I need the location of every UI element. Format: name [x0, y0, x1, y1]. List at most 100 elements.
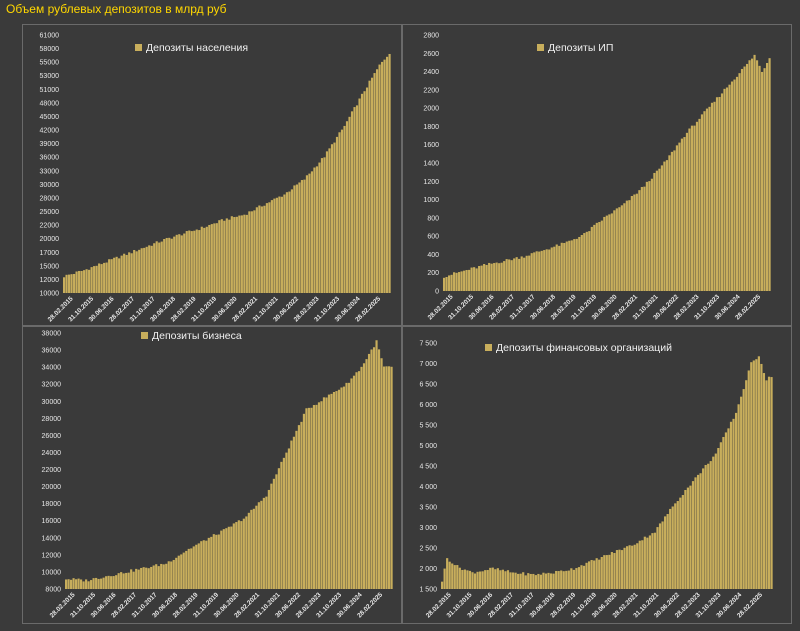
- bar: [633, 544, 636, 589]
- bar: [765, 62, 769, 292]
- bar: [65, 274, 68, 293]
- bar: [479, 571, 482, 589]
- bar: [511, 572, 515, 589]
- bar: [598, 559, 601, 589]
- bar: [88, 269, 91, 293]
- bar: [75, 579, 78, 589]
- y-tick-label: 28000: [42, 416, 62, 423]
- bar: [158, 242, 161, 293]
- bar: [578, 236, 581, 291]
- bar: [98, 263, 101, 293]
- bar: [648, 181, 651, 291]
- bar: [285, 192, 288, 293]
- bar: [298, 182, 301, 293]
- bar: [325, 151, 329, 293]
- chart-svg: 8000 10000 12000 14000 16000 18000 20000 22000 2…: [42, 330, 393, 619]
- bar: [265, 203, 268, 293]
- bar: [670, 151, 673, 291]
- bar: [213, 223, 216, 293]
- bar: [90, 580, 93, 589]
- bar: [387, 366, 391, 589]
- bar: [712, 456, 715, 589]
- bar: [365, 359, 368, 589]
- bar: [252, 508, 255, 589]
- bar: [68, 274, 71, 293]
- bar: [553, 246, 556, 291]
- bar: [720, 93, 724, 292]
- bar: [153, 243, 156, 293]
- y-tick-label: 2000: [423, 106, 439, 113]
- bar: [347, 382, 351, 589]
- bar: [183, 233, 186, 293]
- bar: [555, 570, 558, 589]
- bar: [651, 533, 654, 589]
- bar: [523, 257, 526, 291]
- bar: [240, 521, 243, 589]
- bar: [753, 54, 756, 291]
- bar: [257, 502, 260, 589]
- y-tick-label: 3 000: [419, 525, 437, 532]
- bar: [302, 413, 306, 589]
- bar: [307, 407, 311, 589]
- bar: [182, 552, 185, 589]
- legend-label: Депозиты бизнеса: [152, 330, 242, 342]
- bar: [443, 568, 446, 589]
- bar: [263, 205, 266, 293]
- bar: [172, 559, 175, 589]
- bar: [297, 425, 300, 589]
- bar: [620, 550, 624, 589]
- bar: [115, 575, 118, 589]
- bar: [577, 567, 581, 589]
- y-tick-label: 1800: [423, 124, 439, 131]
- bar: [330, 393, 333, 589]
- y-tick-label: 42000: [40, 128, 60, 135]
- y-tick-label: 20000: [42, 484, 62, 491]
- y-tick-label: 20000: [40, 236, 60, 243]
- bar: [448, 275, 451, 291]
- bar: [200, 541, 203, 589]
- y-tick-label: 17000: [40, 250, 60, 257]
- bar: [446, 558, 449, 589]
- bar: [362, 363, 366, 589]
- bar: [375, 69, 379, 293]
- bar: [661, 521, 664, 589]
- bar: [363, 91, 366, 294]
- bar: [177, 555, 180, 589]
- bar: [110, 576, 113, 589]
- bar: [485, 264, 488, 291]
- bar: [260, 206, 263, 293]
- y-tick-label: 45000: [40, 114, 60, 121]
- bar: [353, 107, 356, 293]
- bar: [593, 224, 596, 291]
- bar: [758, 65, 761, 291]
- y-tick-label: 15000: [40, 263, 60, 270]
- bar: [514, 572, 517, 589]
- bar: [163, 239, 166, 293]
- bar: [168, 237, 171, 293]
- bar: [681, 495, 684, 589]
- bar: [290, 189, 293, 293]
- bar: [245, 516, 248, 589]
- y-tick-label: 5 500: [419, 423, 437, 430]
- bar: [333, 142, 336, 293]
- bar: [117, 573, 120, 589]
- bar: [538, 251, 541, 291]
- bar: [470, 267, 473, 291]
- legend-swatch: [485, 344, 492, 351]
- bar: [390, 366, 393, 589]
- bar: [175, 557, 178, 589]
- bar: [740, 396, 743, 589]
- bar: [303, 179, 306, 293]
- bar: [360, 93, 364, 293]
- bar: [685, 132, 689, 291]
- y-tick-label: 3 500: [419, 505, 437, 512]
- bar: [130, 253, 133, 293]
- bar: [238, 215, 241, 293]
- bar: [587, 561, 591, 589]
- bar: [262, 497, 265, 589]
- bar: [228, 219, 231, 293]
- bar: [132, 571, 135, 589]
- bar: [210, 224, 213, 293]
- bar: [348, 116, 351, 293]
- bar: [223, 220, 226, 293]
